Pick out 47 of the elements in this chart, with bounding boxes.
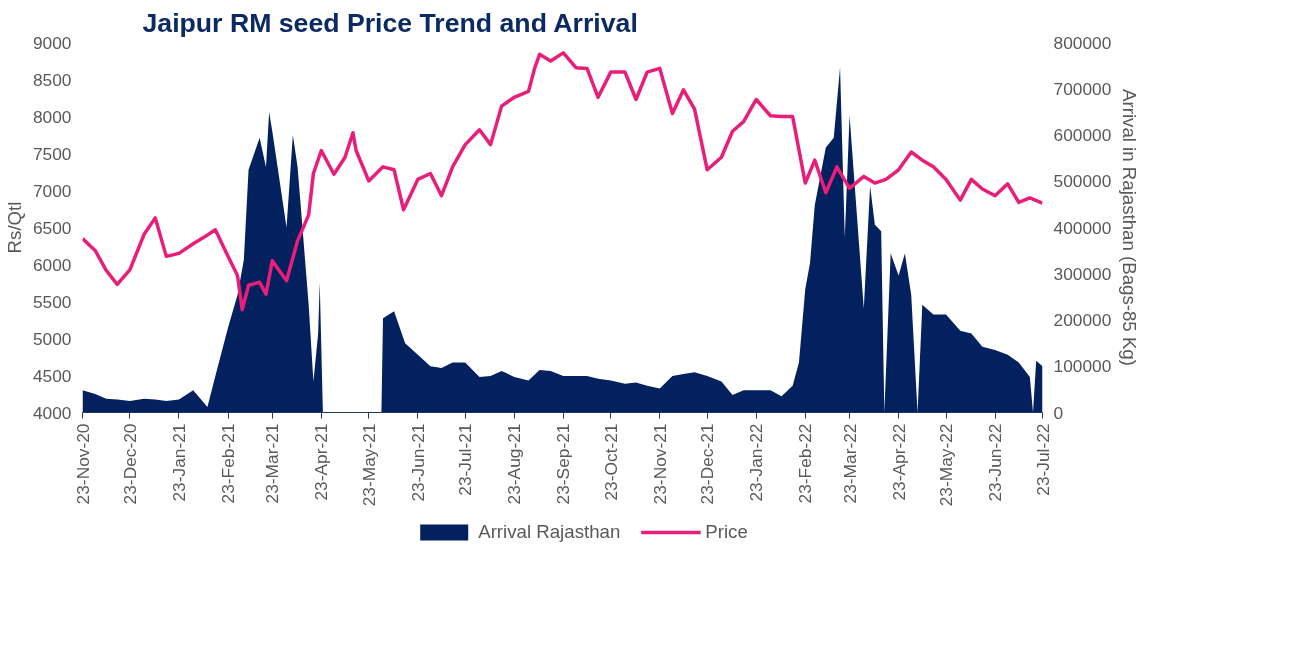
- y-tick-label: 4500: [32, 365, 72, 386]
- y2-tick-label: 0: [1053, 402, 1064, 423]
- legend-label: Arrival Rajasthan: [478, 520, 621, 543]
- x-tick-label: 23-May-21: [358, 423, 379, 507]
- y-tick-label: 5000: [32, 328, 72, 349]
- y-tick-label: 5500: [32, 291, 72, 312]
- x-tick-label: 23-Dec-21: [697, 423, 718, 505]
- y2-tick-label: 600000: [1053, 125, 1112, 145]
- y-tick-label: 4000: [32, 402, 72, 423]
- x-tick-label: 23-Mar-21: [262, 423, 283, 504]
- x-tick-label: 23-Apr-22: [888, 423, 909, 501]
- y2-axis-title: Arrival in Rajasthan (Bags-85 Kg): [1119, 89, 1141, 366]
- y-tick-label: 6500: [32, 217, 72, 238]
- x-tick-label: 23-Nov-21: [649, 423, 670, 505]
- y-tick-label: 8000: [32, 106, 72, 127]
- legend-label: Price: [705, 520, 748, 543]
- x-tick-label: 23-Dec-20: [119, 423, 140, 505]
- x-tick-label: 23-Aug-21: [504, 423, 525, 505]
- y2-tick-label: 700000: [1053, 78, 1112, 99]
- x-tick-label: 23-May-22: [936, 423, 957, 507]
- y2-tick-label: 200000: [1053, 310, 1112, 330]
- x-tick-label: 23-Oct-21: [600, 423, 621, 501]
- y-tick-label: 9000: [32, 32, 72, 53]
- y2-tick-label: 500000: [1053, 171, 1112, 192]
- y2-tick-label: 300000: [1053, 263, 1112, 284]
- y-tick-label: 6000: [32, 254, 72, 275]
- x-tick-label: 23-Sep-21: [553, 423, 574, 505]
- x-tick-label: 23-Jun-21: [407, 423, 428, 502]
- x-tick-label: 23-Jul-21: [455, 423, 476, 496]
- y-tick-label: 7000: [32, 180, 72, 201]
- y-tick-label: 8500: [32, 69, 72, 90]
- chart-title: Jaipur RM seed Price Trend and Arrival: [142, 7, 638, 38]
- y2-tick-label: 800000: [1053, 32, 1112, 53]
- x-tick-label: 23-Jan-22: [746, 423, 767, 502]
- y2-tick-label: 100000: [1053, 356, 1112, 377]
- y-axis-title: Rs/Qtl: [3, 201, 25, 254]
- x-tick-label: 23-Apr-21: [311, 423, 332, 501]
- y-tick-label: 7500: [32, 143, 72, 164]
- x-tick-label: 23-Jan-21: [168, 423, 189, 502]
- x-tick-label: 23-Feb-21: [218, 423, 238, 504]
- x-tick-label: 23-Nov-20: [72, 423, 93, 505]
- x-tick-label: 23-Jun-22: [985, 423, 1006, 502]
- line-series: [82, 51, 1043, 312]
- x-tick-label: 23-Mar-22: [839, 423, 860, 504]
- y2-tick-label: 400000: [1053, 217, 1112, 238]
- x-tick-label: 23-Feb-22: [795, 423, 816, 504]
- x-tick-label: 23-Jul-22: [1032, 423, 1053, 496]
